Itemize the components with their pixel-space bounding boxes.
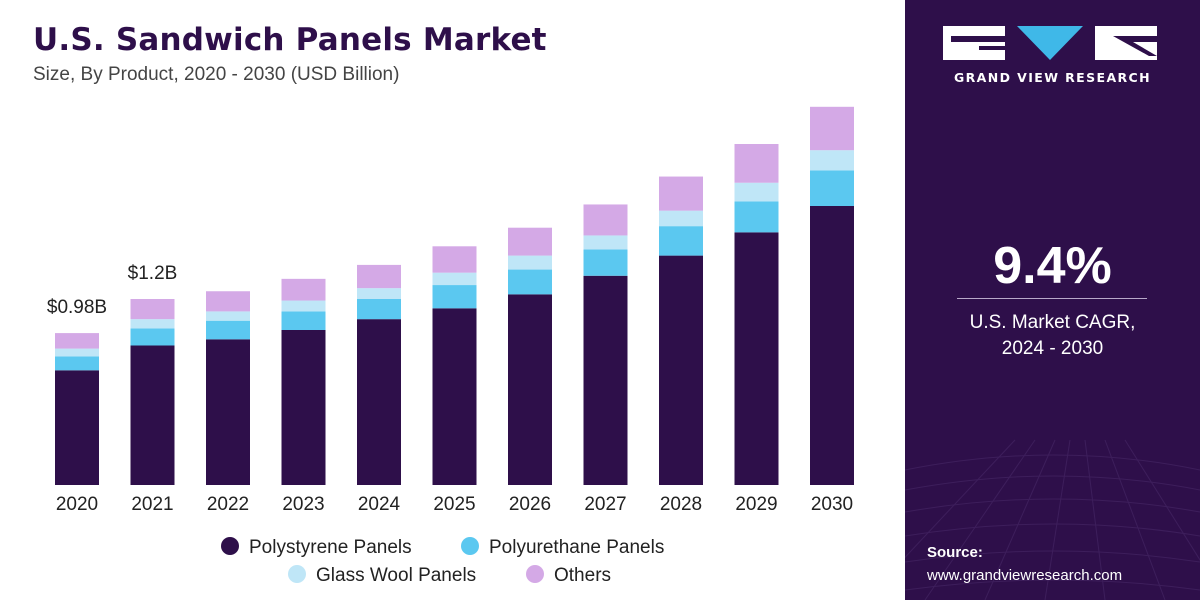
x-tick-label-2029: 2029 [735,494,777,515]
x-tick-label-2022: 2022 [207,494,249,515]
bar-segment-polystyrene-2024 [357,319,401,485]
bar-segment-glass_wool-2020 [55,348,99,357]
x-tick-label-2027: 2027 [584,494,626,515]
legend-marker-polyurethane [461,537,479,555]
bar-segment-glass_wool-2030 [810,150,854,171]
cagr-label: U.S. Market CAGR, 2024 - 2030 [905,310,1200,362]
bar-segment-polystyrene-2020 [55,370,99,485]
bar-segment-polystyrene-2029 [734,232,779,485]
bar-segment-polyurethane-2026 [508,269,552,295]
bar-segment-polystyrene-2025 [432,308,477,485]
bar-segment-others-2020 [55,333,99,349]
bar-segment-others-2030 [810,106,854,151]
bar-segment-polystyrene-2027 [583,275,628,485]
source-title: Source: [927,544,983,561]
legend-marker-polystyrene [221,537,239,555]
data-label-2020: $0.98B [47,297,107,318]
bar-segment-polystyrene-2028 [659,255,703,485]
bar-segment-glass_wool-2025 [432,272,477,286]
bar-segment-polyurethane-2030 [810,170,854,206]
bar-segment-polyurethane-2028 [659,226,703,256]
grand-view-research-logo [943,26,1157,60]
x-tick-label-2026: 2026 [509,494,551,515]
x-tick-label-2030: 2030 [811,494,853,515]
bar-segment-glass_wool-2026 [508,255,552,270]
bar-segment-polyurethane-2029 [734,201,779,233]
bar-segment-polystyrene-2021 [130,345,175,485]
bar-segment-glass_wool-2022 [206,311,250,321]
bar-segment-polyurethane-2022 [206,320,250,340]
bar-segment-glass_wool-2027 [583,235,628,250]
bar-segment-polystyrene-2022 [206,339,250,485]
bar-segment-others-2029 [734,144,779,183]
bar-segment-others-2021 [130,299,175,320]
cagr-label-line1: U.S. Market CAGR, [969,312,1136,333]
bar-segment-glass_wool-2028 [659,210,703,227]
perspective-grid-decoration [905,439,1200,600]
legend-label-polyurethane: Polyurethane Panels [489,537,664,558]
x-tick-label-2020: 2020 [56,494,98,515]
bar-segment-polyurethane-2020 [55,356,99,371]
bar-segment-polystyrene-2023 [281,330,326,485]
cagr-value: 9.4% [993,237,1112,295]
bar-segment-others-2026 [508,227,552,256]
legend-marker-glass_wool [288,565,306,583]
bar-segment-glass_wool-2024 [357,288,401,299]
bar-segment-others-2022 [206,291,250,312]
bar-segment-polyurethane-2023 [281,311,326,330]
bar-segment-others-2028 [659,176,703,211]
chart-subtitle: Size, By Product, 2020 - 2030 (USD Billi… [33,64,400,85]
logo-mark-v-icon [1017,26,1083,60]
sidebar-panel: GRAND VIEW RESEARCH 9.4% U.S. Market CAG… [905,0,1200,600]
chart-title: U.S. Sandwich Panels Market [33,22,547,58]
legend-label-others: Others [554,565,611,586]
x-tick-label-2024: 2024 [358,494,401,515]
x-tick-label-2023: 2023 [282,494,324,515]
cagr-divider [957,298,1147,299]
bar-segment-others-2025 [432,246,477,273]
brand-name: GRAND VIEW RESEARCH [954,70,1151,85]
stacked-bar-chart: 2020 2021 2022 2023 2024 2025 2026 2027 2028 2029… [47,106,854,586]
bar-segment-polyurethane-2021 [130,328,175,346]
x-tick-label-2021: 2021 [131,494,173,515]
legend-marker-others [526,565,544,583]
x-tick-label-2028: 2028 [660,494,702,515]
bar-segment-polyurethane-2025 [432,285,477,309]
bar-segment-glass_wool-2023 [281,300,326,312]
bar-segment-glass_wool-2021 [130,319,175,329]
bar-segment-others-2027 [583,204,628,236]
data-label-2021: $1.2B [128,263,178,284]
bar-segment-polystyrene-2030 [810,206,854,485]
bar-segment-glass_wool-2029 [734,182,779,202]
bar-segment-others-2023 [281,278,326,301]
logo-mark-g-icon [943,26,1005,60]
legend-label-polystyrene: Polystyrene Panels [249,537,412,558]
bar-segment-polyurethane-2024 [357,299,401,320]
cagr-label-line2: 2024 - 2030 [1001,338,1104,359]
chart-panel: U.S. Sandwich Panels Market Size, By Pro… [33,22,854,586]
x-tick-label-2025: 2025 [433,494,475,515]
legend-label-glass_wool: Glass Wool Panels [316,565,476,586]
bar-segment-polystyrene-2026 [508,294,552,485]
bar-segment-polyurethane-2027 [583,249,628,276]
source-url[interactable]: www.grandviewresearch.com [927,567,1123,584]
logo-mark-r-icon [1095,26,1157,60]
bar-segment-others-2024 [357,264,401,289]
